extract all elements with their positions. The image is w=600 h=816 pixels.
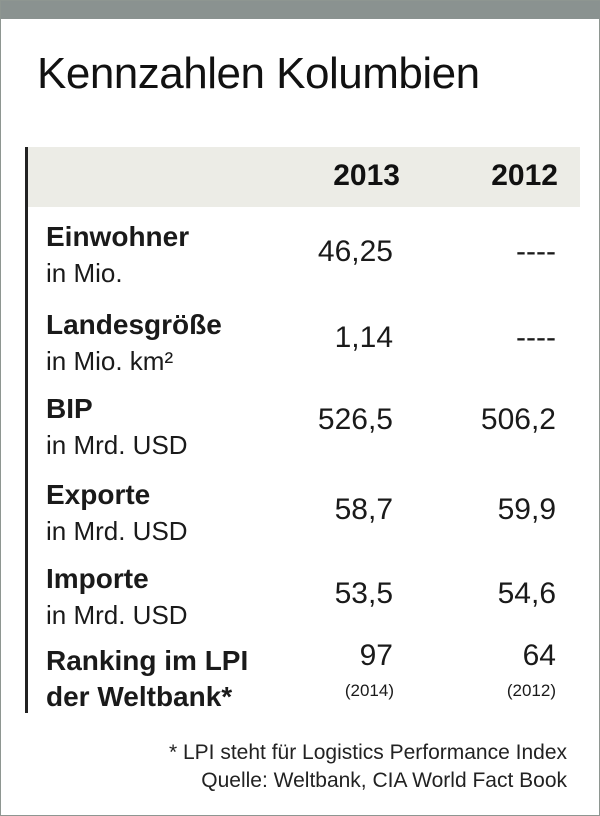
value-2013: 58,7: [334, 493, 393, 526]
value-2013: 53,5: [334, 577, 393, 610]
row-label: Exporte in Mrd. USD: [46, 477, 188, 549]
value-2013: 97: [359, 639, 393, 672]
value-2012: 506,2: [480, 403, 556, 436]
row-label-main: Landesgröße: [46, 309, 222, 340]
value-2013: 1,14: [334, 321, 393, 354]
table-header-row: 2013 2012: [28, 147, 580, 207]
row-label: BIP in Mrd. USD: [46, 391, 188, 463]
value-2013: 46,25: [317, 235, 393, 268]
row-label-unit: in Mrd. USD: [46, 430, 188, 460]
row-label: Landesgröße in Mio. km²: [46, 307, 222, 379]
table-row: Ranking im LPI der Weltbank* 97 64 (2014…: [28, 633, 580, 721]
footnote-lpi: * LPI steht für Logistics Performance In…: [168, 741, 567, 764]
row-label-unit: in Mrd. USD: [46, 600, 188, 630]
row-label: Einwohner in Mio.: [46, 219, 189, 291]
row-label: Ranking im LPI der Weltbank*: [46, 643, 248, 715]
row-label-unit: in Mrd. USD: [46, 516, 188, 546]
value-2013: 526,5: [317, 403, 393, 436]
data-table: 2013 2012 Einwohner in Mio. 46,25 ---- L…: [25, 147, 580, 713]
table-row: Importe in Mrd. USD 53,5 54,6: [28, 551, 580, 639]
value-note-2013: (2014): [344, 681, 394, 700]
row-label-main: Einwohner: [46, 221, 190, 252]
row-label-unit: in Mio.: [46, 258, 123, 288]
row-label-main: Exporte: [46, 479, 151, 510]
table-row: Landesgröße in Mio. km² 1,14 ----: [28, 297, 580, 385]
value-2012: ----: [516, 235, 556, 268]
value-2012: 64: [522, 639, 556, 672]
row-label-unit: der Weltbank*: [46, 681, 233, 712]
footnote-source: Quelle: Weltbank, CIA World Fact Book: [201, 769, 567, 792]
column-header-2013: 2013: [333, 159, 400, 192]
top-bar: [1, 1, 600, 19]
page-title: Kennzahlen Kolumbien: [37, 49, 480, 98]
table-row: Exporte in Mrd. USD 58,7 59,9: [28, 467, 580, 555]
row-label: Importe in Mrd. USD: [46, 561, 188, 633]
value-note-2012: (2012): [506, 681, 556, 700]
row-label-unit: in Mio. km²: [46, 346, 174, 376]
value-2012: 54,6: [497, 577, 556, 610]
footnote: * LPI steht für Logistics Performance In…: [169, 739, 567, 795]
value-2012: ----: [516, 321, 556, 354]
value-2012: 59,9: [497, 493, 556, 526]
row-label-main: BIP: [46, 393, 93, 424]
table-row: BIP in Mrd. USD 526,5 506,2: [28, 381, 580, 469]
table-row: Einwohner in Mio. 46,25 ----: [28, 209, 580, 297]
row-label-main: Importe: [46, 563, 149, 594]
column-header-2012: 2012: [491, 159, 558, 192]
row-label-main: Ranking im LPI: [46, 645, 249, 676]
